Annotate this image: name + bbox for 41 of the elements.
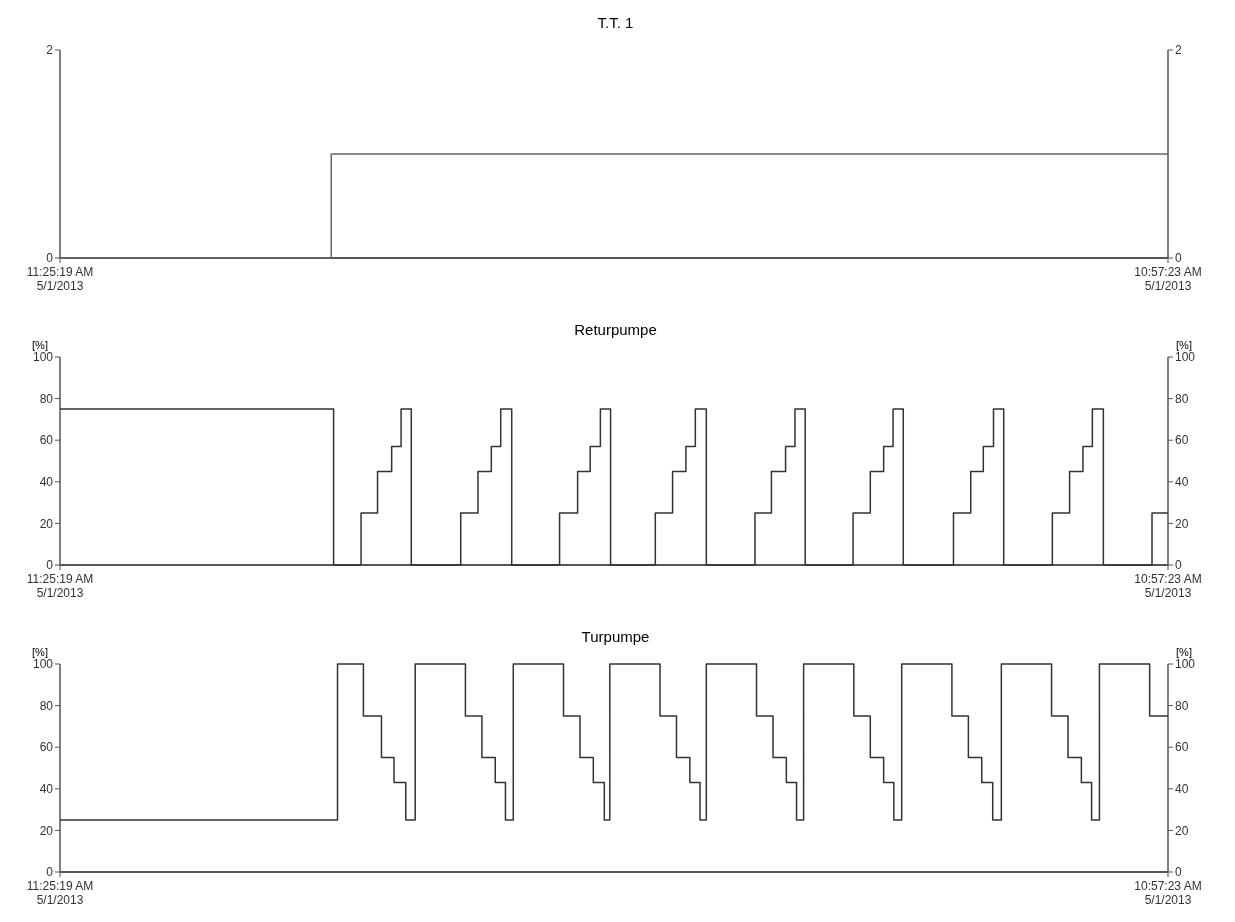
y2-tick-label: 20	[1175, 823, 1189, 838]
y2-tick-label: 40	[1175, 782, 1189, 796]
y2-tick-label: 60	[1175, 433, 1189, 448]
y2-tick-label: 80	[1175, 391, 1189, 406]
y-tick-label: 80	[39, 391, 54, 406]
y2-tick-label: 2	[1175, 43, 1182, 58]
y-axis-title: [%]	[32, 339, 48, 351]
y-tick-label: 60	[39, 740, 54, 755]
y-tick-label: 100	[32, 350, 54, 365]
y2-tick-label: 100	[1175, 657, 1196, 672]
y-tick-label: 0	[46, 865, 54, 880]
y2-tick-label: 0	[1175, 865, 1182, 880]
y-tick-label: 100	[32, 657, 54, 672]
chart-title: Returpumpe	[574, 321, 657, 338]
y-tick-label: 20	[39, 516, 54, 531]
y2-tick-label: 80	[1175, 698, 1189, 713]
y-tick-label: 0	[46, 251, 54, 266]
y-tick-label: 80	[39, 698, 54, 713]
y-tick-label: 60	[39, 433, 54, 448]
y-tick-label: 0	[46, 558, 54, 573]
chart-title: Turpumpe	[581, 628, 650, 645]
y2-tick-label: 100	[1175, 350, 1196, 365]
x-tick-label: 11:25:19 AM 5/1/2013	[26, 572, 94, 600]
y-tick-label: 40	[39, 782, 54, 796]
y2-tick-label: 0	[1175, 558, 1182, 573]
x-tick-label: 10:57:23 AM 5/1/2013	[1134, 265, 1202, 293]
chart-title: T.T. 1	[597, 14, 634, 31]
y2-tick-label: 60	[1175, 740, 1189, 755]
y2-tick-label: 0	[1175, 251, 1182, 266]
y-tick-label: 20	[39, 823, 54, 838]
y-axis-title: [%]	[32, 646, 48, 658]
y-tick-label: 40	[39, 475, 54, 489]
x-tick-label: 11:25:19 AM 5/1/2013	[26, 265, 94, 293]
y2-tick-label: 40	[1175, 475, 1189, 489]
y2-axis-title: [%]	[1176, 646, 1192, 658]
x-tick-label: 11:25:19 AM 5/1/2013	[26, 879, 94, 907]
y2-tick-label: 20	[1175, 516, 1189, 531]
x-tick-label: 10:57:23 AM 5/1/2013	[1134, 572, 1202, 600]
y2-axis-title: [%]	[1176, 339, 1192, 351]
x-tick-label: 10:57:23 AM 5/1/2013	[1134, 879, 1202, 907]
y-tick-label: 2	[46, 43, 54, 58]
